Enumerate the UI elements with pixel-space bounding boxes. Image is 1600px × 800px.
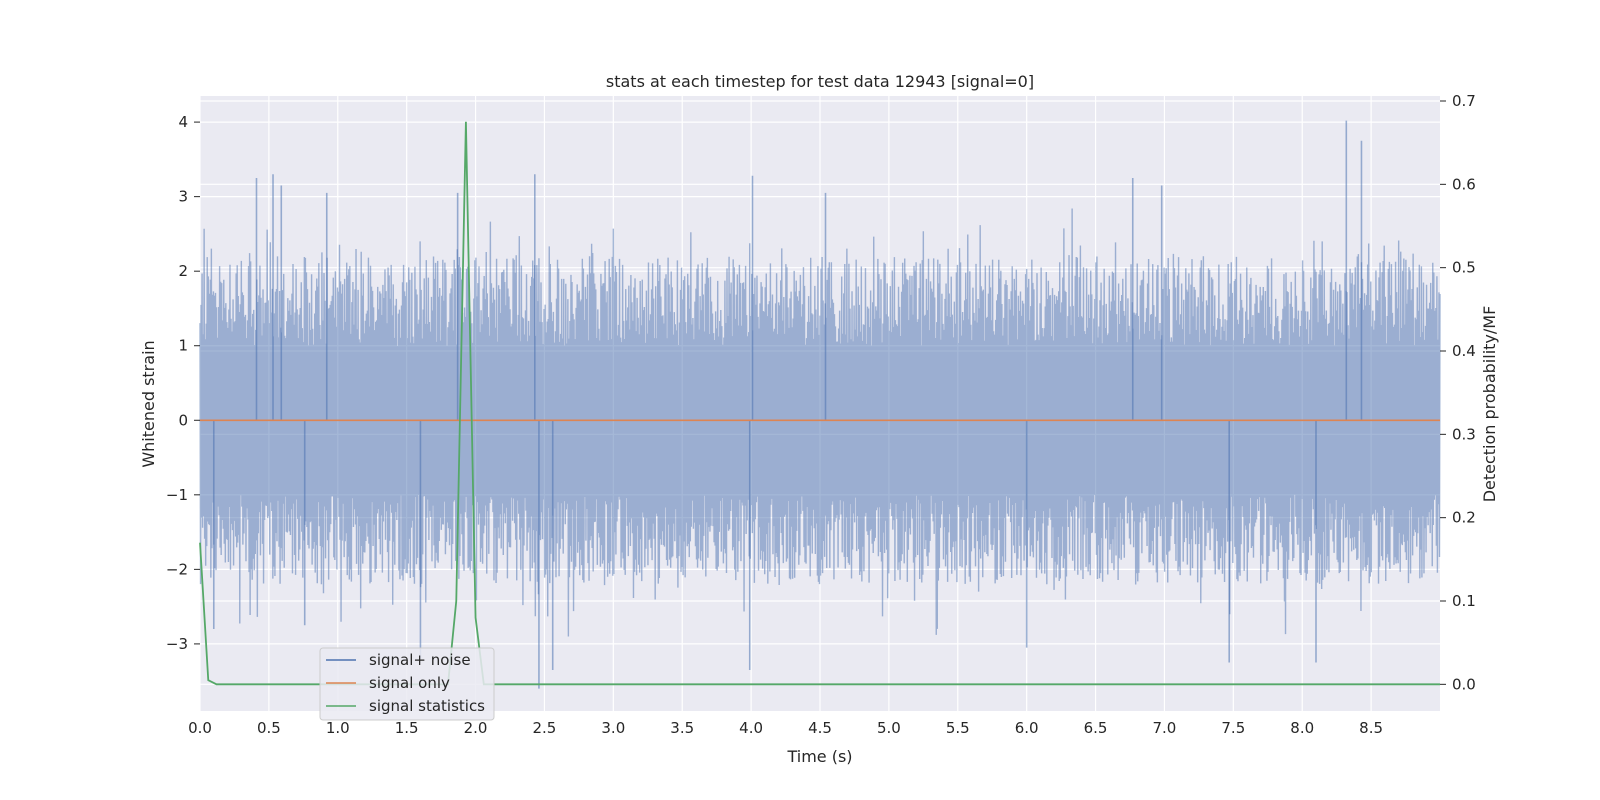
legend-entry-noise: signal+ noise	[369, 651, 471, 669]
y-tick-label: 4	[178, 113, 188, 131]
x-tick-label: 4.0	[739, 719, 763, 737]
series-layer	[199, 120, 1441, 689]
chart-title: stats at each timestep for test data 129…	[606, 72, 1034, 91]
y2-tick-label: 0.2	[1452, 509, 1476, 527]
y2-tick-label: 0.1	[1452, 592, 1476, 610]
legend-entry-signal-only: signal only	[369, 674, 450, 692]
x-tick-label: 6.5	[1084, 719, 1108, 737]
x-tick-label: 7.5	[1221, 719, 1245, 737]
y2-tick-label: 0.7	[1452, 92, 1476, 110]
y-tick-label: 0	[178, 411, 188, 429]
y-tick-label: 3	[178, 188, 188, 206]
x-tick-label: 3.0	[601, 719, 625, 737]
ticks: 0.0 0.5 1.0 1.5 2.0 2.5 3.0 3.5 4.0 4.5 5.0 5.5 6.0 6…	[166, 92, 1476, 737]
y2-axis-label: Detection probability/MF	[1480, 306, 1499, 503]
y-tick-label: 1	[178, 337, 188, 355]
series-signal-noise-line	[199, 208, 1441, 637]
x-tick-label: 5.5	[946, 719, 970, 737]
x-tick-label: 2.0	[464, 719, 488, 737]
x-axis-label: Time (s)	[786, 747, 852, 766]
x-tick-label: 8.5	[1359, 719, 1383, 737]
x-tick-label: 5.0	[877, 719, 901, 737]
x-tick-label: 2.5	[533, 719, 557, 737]
x-tick-label: 0.5	[257, 719, 281, 737]
y2-tick-label: 0.5	[1452, 259, 1476, 277]
x-tick-label: 1.5	[395, 719, 419, 737]
y-tick-label: −2	[166, 560, 188, 578]
y2-tick-label: 0.0	[1452, 675, 1476, 693]
x-tick-label: 8.0	[1290, 719, 1314, 737]
x-tick-label: 3.5	[670, 719, 694, 737]
x-tick-label: 6.0	[1015, 719, 1039, 737]
x-tick-label: 1.0	[326, 719, 350, 737]
y-axis-label: Whitened strain	[139, 340, 158, 467]
x-tick-label: 0.0	[188, 719, 212, 737]
x-tick-label: 4.5	[808, 719, 832, 737]
y2-tick-label: 0.4	[1452, 342, 1476, 360]
y-tick-label: −1	[166, 486, 188, 504]
legend-entry-signal-statistics: signal statistics	[369, 697, 485, 715]
y2-tick-label: 0.6	[1452, 175, 1476, 193]
x-tick-label: 7.0	[1153, 719, 1177, 737]
y2-tick-label: 0.3	[1452, 425, 1476, 443]
legend: signal+ noise signal only signal statist…	[319, 647, 495, 721]
y-tick-label: 2	[178, 262, 188, 280]
legend-box	[319, 647, 495, 721]
y-tick-label: −3	[166, 635, 188, 653]
